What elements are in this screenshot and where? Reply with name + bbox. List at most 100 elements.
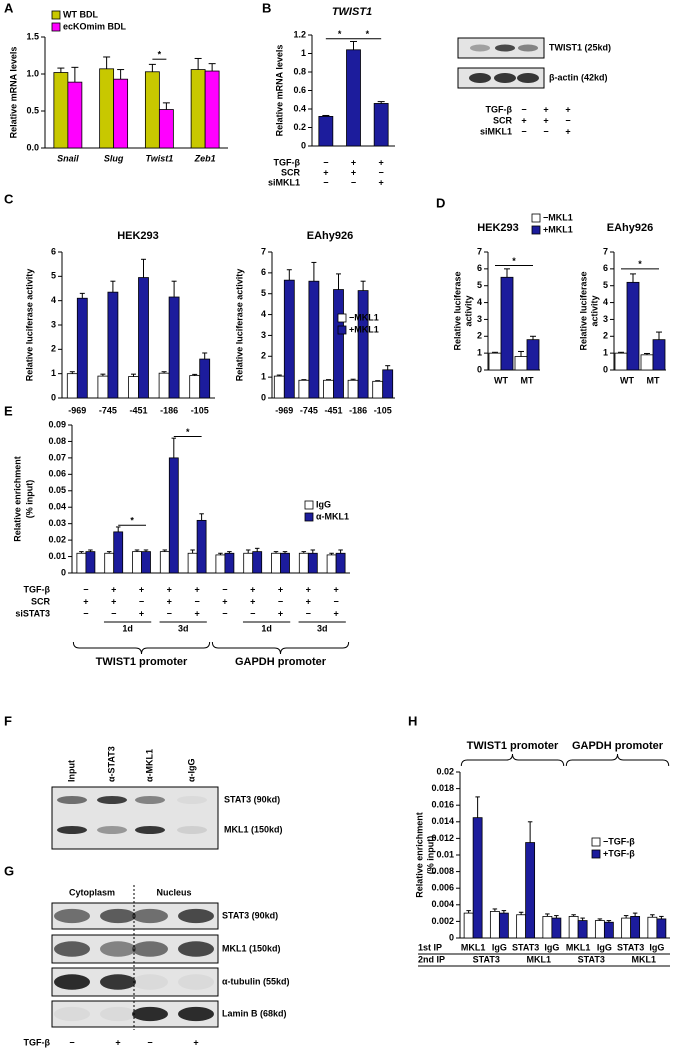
- y-tick-label: 5: [477, 280, 482, 290]
- bar: [347, 379, 359, 399]
- bar: [514, 356, 528, 371]
- condition-label: siMKL1: [268, 177, 300, 187]
- y-tick-label: 7: [261, 246, 266, 256]
- row-label: 1st IP: [418, 942, 442, 952]
- legend-label: +TGF-β: [603, 848, 635, 858]
- x-tick-label: -969: [275, 405, 293, 415]
- blot-band: [469, 73, 491, 83]
- bar: [280, 552, 290, 574]
- condition-sign: +: [167, 584, 172, 594]
- y-axis-label: Relative luciferase activity: [24, 269, 34, 382]
- blot-band: [518, 44, 538, 52]
- significance-star: *: [130, 516, 134, 526]
- condition-label: TGF-β: [486, 104, 513, 114]
- y-axis-label: (% input): [425, 836, 435, 875]
- blot-band: [177, 826, 207, 834]
- condition-sign: +: [139, 608, 144, 618]
- x-tick-label: Zeb1: [194, 153, 216, 163]
- panel-letter: F: [4, 713, 12, 728]
- bar: [113, 531, 124, 574]
- y-tick-label: 0: [261, 392, 266, 402]
- legend-swatch: [337, 325, 347, 335]
- significance-star: *: [186, 427, 190, 437]
- bar: [199, 358, 211, 399]
- condition-sign: +: [351, 157, 356, 167]
- condition-sign: +: [193, 1037, 198, 1047]
- y-axis-label: Relative enrichment: [12, 456, 22, 542]
- y-tick-label: 4: [477, 297, 482, 307]
- condition-label: SCR: [493, 115, 513, 125]
- x-tick-label: MT: [521, 375, 534, 385]
- y-tick-label: 1: [477, 348, 482, 358]
- lane-label: Input: [66, 760, 76, 782]
- y-tick-label: 2: [477, 331, 482, 341]
- blot-band: [100, 1006, 136, 1022]
- x-tick-label: STAT3: [617, 942, 644, 952]
- y-tick-label: 1.5: [26, 31, 39, 41]
- legend-swatch: [304, 512, 314, 522]
- y-axis-label: Relative luciferase: [452, 271, 462, 350]
- bar: [132, 551, 142, 574]
- y-tick-label: 3: [51, 319, 56, 329]
- condition-sign: +: [306, 596, 311, 606]
- significance-star: *: [512, 256, 516, 266]
- bar: [158, 109, 174, 149]
- bar: [382, 369, 394, 399]
- x-tick-label: -186: [160, 405, 178, 415]
- condition-sign: +: [167, 596, 172, 606]
- y-tick-label: 2: [51, 344, 56, 354]
- x-tick-label: IgG: [649, 942, 664, 952]
- condition-sign: +: [333, 608, 338, 618]
- bar: [273, 375, 285, 399]
- condition-sign: −: [306, 608, 311, 618]
- blot-label: α-tubulin (55kd): [222, 976, 290, 986]
- panel-letter: G: [4, 863, 14, 878]
- group-label: 3d: [317, 623, 328, 633]
- condition-sign: +: [83, 596, 88, 606]
- bar: [66, 373, 78, 399]
- condition-sign: −: [521, 126, 526, 136]
- blot-band: [132, 941, 168, 957]
- bar: [76, 297, 88, 399]
- blot-band: [54, 941, 90, 957]
- lane-label: α-MKL1: [144, 749, 154, 782]
- condition-sign: +: [194, 608, 199, 618]
- legend-label: +MKL1: [349, 324, 379, 334]
- condition-sign: −: [83, 608, 88, 618]
- bar: [158, 372, 170, 399]
- legend-label: IgG: [316, 499, 331, 509]
- condition-sign: +: [543, 104, 548, 114]
- promoter-label: GAPDH promoter: [572, 740, 664, 752]
- blot-band: [177, 796, 207, 804]
- blot-band: [54, 908, 90, 924]
- condition-sign: +: [565, 126, 570, 136]
- condition-sign: −: [222, 608, 227, 618]
- blot-band: [57, 826, 87, 834]
- y-tick-label: 1: [603, 348, 608, 358]
- panel-letter: D: [436, 195, 445, 210]
- y-tick-label: 6: [603, 263, 608, 273]
- condition-label: SCR: [281, 167, 301, 177]
- bar: [271, 552, 281, 574]
- y-axis-label: Relative mRNA levels: [8, 47, 18, 139]
- significance-star: *: [366, 29, 370, 39]
- legend-label: WT BDL: [63, 9, 98, 19]
- y-tick-label: 0.008: [431, 866, 454, 876]
- bar: [526, 339, 540, 371]
- panel-letter: C: [4, 191, 14, 206]
- blot-label: Lamin B (68kd): [222, 1008, 287, 1018]
- y-tick-label: 0.012: [431, 833, 454, 843]
- blot-band: [100, 974, 136, 990]
- bar: [190, 69, 206, 149]
- legend-swatch: [531, 225, 541, 235]
- bar: [498, 912, 509, 939]
- legend-label: −MKL1: [349, 312, 379, 322]
- y-tick-label: 1.0: [26, 68, 39, 78]
- legend-label: +MKL1: [543, 224, 573, 234]
- blot-band: [178, 908, 214, 924]
- bar: [67, 81, 83, 149]
- y-axis-label: Relative luciferase: [578, 271, 588, 350]
- bar: [144, 71, 160, 149]
- x-tick-label: -105: [374, 405, 392, 415]
